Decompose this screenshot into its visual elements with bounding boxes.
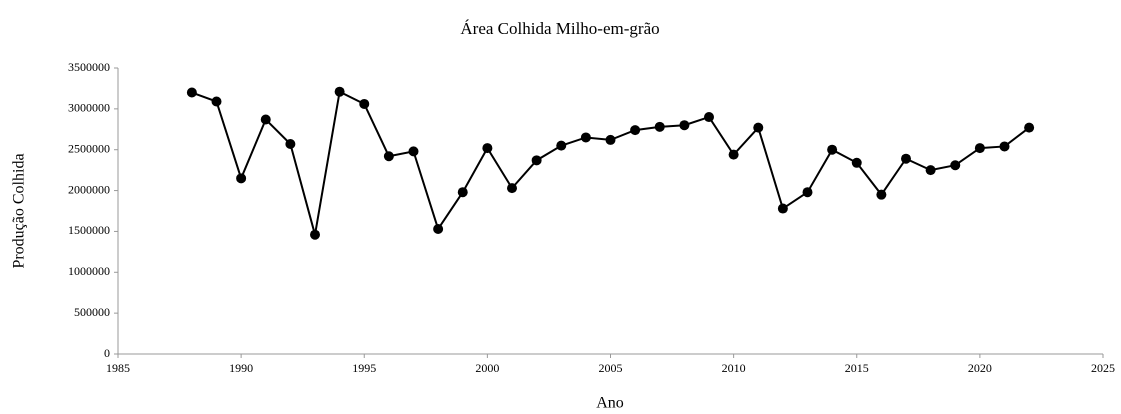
marker xyxy=(876,189,887,200)
x-tick-label: 1990 xyxy=(229,361,253,375)
x-tick-label: 2025 xyxy=(1091,361,1115,375)
y-tick-label: 3000000 xyxy=(68,101,110,115)
x-tick-label: 1985 xyxy=(106,361,130,375)
chart-title: Área Colhida Milho-em-grão xyxy=(460,19,659,38)
marker xyxy=(383,151,394,162)
y-tick-label: 500000 xyxy=(74,305,110,319)
x-axis-title: Ano xyxy=(596,395,624,412)
x-tick-label: 2010 xyxy=(722,361,746,375)
marker xyxy=(950,160,961,171)
marker xyxy=(925,165,936,176)
marker xyxy=(556,140,567,151)
marker xyxy=(827,144,838,155)
marker xyxy=(260,114,271,125)
marker xyxy=(901,153,911,164)
x-tick-label: 2005 xyxy=(599,361,623,375)
marker xyxy=(851,157,862,168)
marker xyxy=(285,138,296,149)
marker xyxy=(310,229,320,240)
marker xyxy=(974,143,985,154)
marker xyxy=(236,173,247,184)
marker xyxy=(211,96,222,107)
y-tick-label: 2500000 xyxy=(68,141,110,155)
marker xyxy=(334,86,345,97)
marker xyxy=(728,149,739,160)
marker xyxy=(531,155,542,166)
marker xyxy=(482,143,493,154)
line xyxy=(191,90,1030,235)
marker xyxy=(186,87,197,98)
x-tick-label: 2000 xyxy=(475,361,499,375)
marker xyxy=(999,141,1010,152)
x-tick-label: 2015 xyxy=(845,361,869,375)
marker xyxy=(777,203,788,214)
marker xyxy=(408,146,419,157)
marker xyxy=(457,187,468,198)
x-tick-label: 2020 xyxy=(968,361,992,375)
marker xyxy=(433,223,444,234)
x-tick-label: 1995 xyxy=(352,361,376,375)
marker xyxy=(753,122,764,133)
y-tick-label: 0 xyxy=(104,346,110,360)
marker xyxy=(1024,122,1035,133)
y-tick-label: 1000000 xyxy=(68,264,110,278)
marker xyxy=(654,121,665,132)
marker xyxy=(580,132,591,143)
marker xyxy=(704,112,714,123)
y-tick-label: 3500000 xyxy=(68,60,110,74)
marker xyxy=(802,187,813,198)
marker xyxy=(679,120,690,131)
y-tick-label: 1500000 xyxy=(68,223,110,237)
marker xyxy=(605,134,616,145)
y-tick-label: 2000000 xyxy=(68,182,110,196)
y-axis-title: Produção Colhida xyxy=(11,153,28,268)
marker xyxy=(630,125,641,136)
marker xyxy=(359,98,370,109)
marker xyxy=(507,183,517,194)
